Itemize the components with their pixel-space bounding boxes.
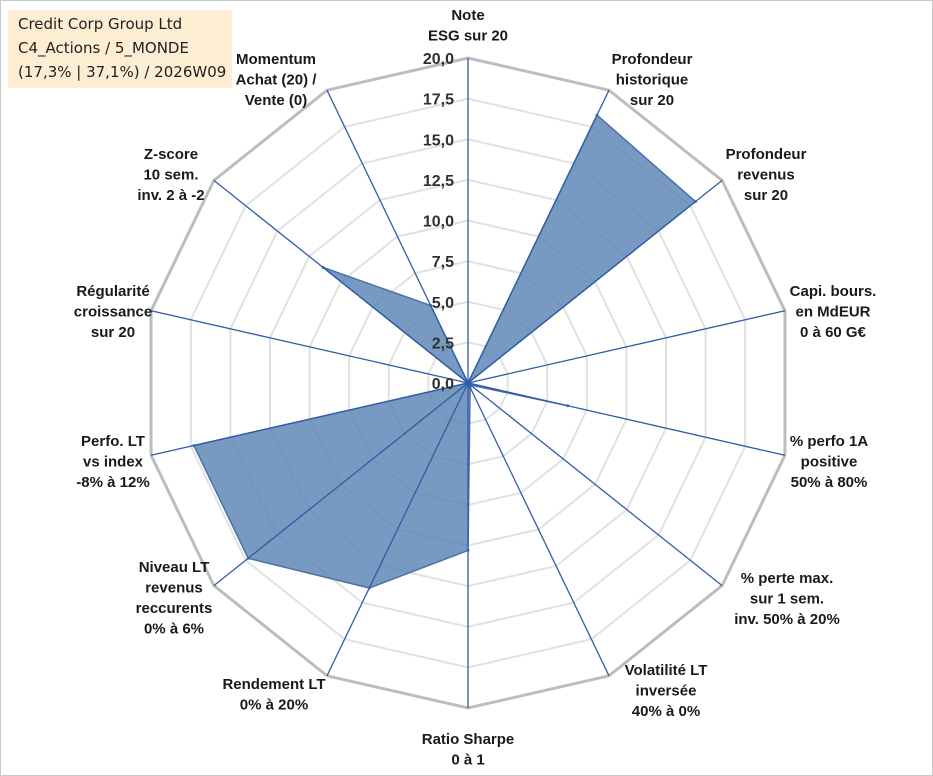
axis-label-9: Niveau LT revenus reccurents 0% à 6% [136,559,213,638]
axis-spoke-12 [213,179,469,384]
chart-title-box: Credit Corp Group Ltd C4_Actions / 5_MON… [8,10,232,88]
axis-spoke-6 [467,382,610,677]
axis-label-4-line-2: 50% à 80% [791,474,868,491]
axis-label-9-line-3: 0% à 6% [144,621,204,638]
axis-label-6: Volatilité LT inversée 40% à 0% [625,662,708,720]
axis-label-4-line-1: positive [801,454,858,471]
axis-label-8-line-0: Rendement LT [222,676,325,693]
axis-spoke-5 [467,382,723,587]
axis-label-11-line-2: sur 20 [91,324,135,341]
axis-label-3-line-2: 0 à 60 G€ [800,324,867,341]
axis-label-11: Régularité croissance sur 20 [74,283,152,341]
tick-label-4: 10,0 [423,214,454,231]
axis-label-5-line-0: % perte max. [741,570,834,587]
axis-spoke-1 [467,89,610,384]
axis-label-2-line-1: revenus [737,167,795,184]
axis-label-4: % perfo 1A positive 50% à 80% [790,433,869,491]
axis-label-1-line-0: Profondeur [612,51,693,68]
tick-label-8: 20,0 [423,51,454,68]
axis-label-9-line-2: reccurents [136,600,213,617]
category-label: C4_Actions / 5_MONDE [18,39,189,57]
axis-spoke-2 [467,179,723,384]
axis-label-11-line-1: croissance [74,304,152,321]
axis-label-0-line-0: Note [451,7,484,24]
axis-label-13-line-1: Achat (20) / [236,72,318,89]
company-name: Credit Corp Group Ltd [18,15,183,33]
axis-label-2-line-0: Profondeur [726,146,807,163]
axis-label-4-line-0: % perfo 1A [790,433,869,450]
axis-label-6-line-1: inversée [636,683,697,700]
tick-label-6: 15,0 [423,132,454,149]
axis-label-1-line-2: sur 20 [630,92,674,109]
axis-label-7-line-1: 0 à 1 [451,752,484,769]
axis-label-7-line-0: Ratio Sharpe [422,731,515,748]
axis-label-10-line-2: -8% à 12% [76,474,149,491]
axis-label-5-line-1: sur 1 sem. [750,591,824,608]
axis-label-0: Note ESG sur 20 [428,7,508,45]
tick-label-1: 2,5 [432,335,454,352]
axis-label-13-line-0: Momentum [236,51,316,68]
axis-spoke-3 [467,310,786,384]
axis-label-1: Profondeur historique sur 20 [612,51,693,109]
axis-label-5: % perte max. sur 1 sem. inv. 50% à 20% [734,570,840,628]
axis-label-9-line-0: Niveau LT [139,559,210,576]
axis-label-8: Rendement LT 0% à 20% [222,676,325,714]
axis-label-6-line-0: Volatilité LT [625,662,708,679]
tick-label-5: 12,5 [423,173,454,190]
axis-label-10: Perfo. LT vs index -8% à 12% [76,433,149,491]
axis-label-13-line-2: Vente (0) [245,92,308,109]
axis-spoke-9 [213,382,469,587]
axis-spoke-8 [326,382,469,677]
axis-label-3: Capi. bours. en MdEUR 0 à 60 G€ [790,283,877,341]
axis-label-10-line-0: Perfo. LT [81,433,145,450]
axis-label-12: Z-score 10 sem. inv. 2 à -2 [137,146,204,204]
axis-label-13: Momentum Achat (20) / Vente (0) [236,51,318,109]
radar-spokes [150,58,786,708]
axis-spoke-11 [150,310,469,384]
axis-label-2: Profondeur revenus sur 20 [726,146,807,204]
axis-label-12-line-1: 10 sem. [143,167,198,184]
radar-axis-labels: Note ESG sur 20 Profondeur historique sur 20… [74,7,877,769]
axis-label-3-line-0: Capi. bours. [790,283,877,300]
axis-label-1-line-1: historique [616,72,689,89]
axis-label-9-line-1: revenus [145,580,203,597]
stats-label: (17,3% | 37,1%) / 2026W09 [18,63,227,81]
axis-label-11-line-0: Régularité [76,283,149,300]
axis-label-0-line-1: ESG sur 20 [428,28,508,45]
tick-label-0: 0,0 [432,376,454,393]
tick-label-3: 7,5 [432,254,454,271]
tick-label-7: 17,5 [423,92,454,109]
axis-label-5-line-2: inv. 50% à 20% [734,611,840,628]
axis-label-2-line-2: sur 20 [744,187,788,204]
axis-label-6-line-2: 40% à 0% [632,703,700,720]
axis-label-10-line-1: vs index [83,454,144,471]
axis-spoke-13 [326,89,469,384]
axis-spoke-10 [150,382,469,456]
axis-label-7: Ratio Sharpe 0 à 1 [422,731,515,769]
axis-label-12-line-2: inv. 2 à -2 [137,187,204,204]
axis-spoke-4 [467,382,786,456]
tick-label-2: 5,0 [432,295,454,312]
axis-label-8-line-1: 0% à 20% [240,697,308,714]
axis-label-12-line-0: Z-score [144,146,198,163]
axis-label-3-line-1: en MdEUR [796,304,871,321]
radar-tick-labels: 0,0 2,5 5,0 7,5 10,0 12,5 15,0 17,5 20,0 [423,51,454,393]
